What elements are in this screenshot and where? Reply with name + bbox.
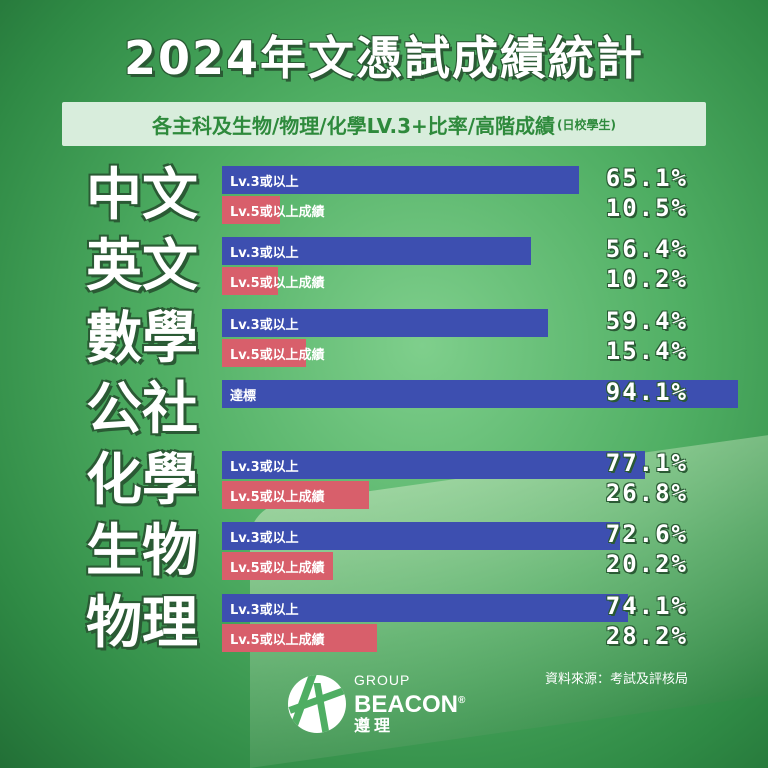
- bar-label: Lv.3或以上: [230, 174, 299, 190]
- bar-lv5: Lv.5或以上成績: [222, 624, 377, 652]
- bar-lv3: 達標: [222, 380, 738, 408]
- value-label: 10.5%: [605, 194, 688, 222]
- beacon-logo: GROUP BEACON® 遵理: [288, 672, 465, 736]
- subtitle-text: 各主科及生物/物理/化學LV.3+比率/高階成績: [151, 113, 556, 138]
- bar-label: Lv.5或以上成績: [230, 560, 325, 576]
- subject-label: 公社: [86, 377, 198, 442]
- value-label: 77.1%: [605, 449, 688, 477]
- logo-group: GROUP: [354, 672, 411, 688]
- value-label: 26.8%: [605, 479, 688, 507]
- beacon-logo-icon: [288, 675, 346, 733]
- value-label: 56.4%: [605, 235, 688, 263]
- bar-lv5: Lv.5或以上成績: [222, 481, 369, 509]
- bar-label: Lv.3或以上: [230, 459, 299, 475]
- bar-label: Lv.5或以上成績: [230, 204, 325, 220]
- bar-label: 達標: [230, 388, 257, 404]
- bar-label: Lv.5或以上成績: [230, 347, 325, 363]
- bar-lv5: Lv.5或以上成績: [222, 552, 333, 580]
- subject-label: 數學: [86, 306, 198, 371]
- bar-label: Lv.5或以上成績: [230, 489, 325, 505]
- bar-label: Lv.3或以上: [230, 317, 299, 333]
- logo-text: GROUP BEACON® 遵理: [354, 672, 465, 736]
- value-label: 72.6%: [605, 520, 688, 548]
- bar-lv3: Lv.3或以上: [222, 451, 645, 479]
- bar-lv3: Lv.3或以上: [222, 166, 579, 194]
- subtitle-note: (日校學生): [557, 117, 617, 132]
- bar-lv5: Lv.5或以上成績: [222, 196, 325, 224]
- bar-lv3: Lv.3或以上: [222, 309, 548, 337]
- bar-lv3: Lv.3或以上: [222, 237, 531, 265]
- subject-label: 化學: [86, 448, 198, 513]
- subject-label: 英文: [86, 234, 198, 299]
- bar-label: Lv.5或以上成績: [230, 632, 325, 648]
- bar-lv5: Lv.5或以上成績: [222, 267, 325, 295]
- value-label: 74.1%: [605, 592, 688, 620]
- value-label: 28.2%: [605, 622, 688, 650]
- page-title: 2024年文憑試成績統計: [123, 31, 645, 85]
- value-label: 65.1%: [605, 164, 688, 192]
- value-label: 20.2%: [605, 550, 688, 578]
- bar-lv5: Lv.5或以上成績: [222, 339, 325, 367]
- bar-label: Lv.3或以上: [230, 602, 299, 618]
- value-label: 15.4%: [605, 337, 688, 365]
- subject-label: 中文: [86, 163, 198, 228]
- subject-label: 物理: [86, 591, 198, 656]
- source-note: 資料來源：考試及評核局: [544, 672, 688, 687]
- value-label: 59.4%: [605, 307, 688, 335]
- value-label: 94.1%: [605, 378, 688, 406]
- subtitle-banner: 各主科及生物/物理/化學LV.3+比率/高階成績 (日校學生): [62, 102, 706, 146]
- logo-name: BEACON®: [354, 691, 466, 718]
- logo-chinese: 遵理: [354, 718, 395, 735]
- bar-label: Lv.5或以上成績: [230, 275, 325, 291]
- value-label: 10.2%: [605, 265, 688, 293]
- bar-lv3: Lv.3或以上: [222, 522, 620, 550]
- subject-label: 生物: [86, 519, 198, 584]
- bar-label: Lv.3或以上: [230, 530, 299, 546]
- bar-lv3: Lv.3或以上: [222, 594, 628, 622]
- bar-label: Lv.3或以上: [230, 245, 299, 261]
